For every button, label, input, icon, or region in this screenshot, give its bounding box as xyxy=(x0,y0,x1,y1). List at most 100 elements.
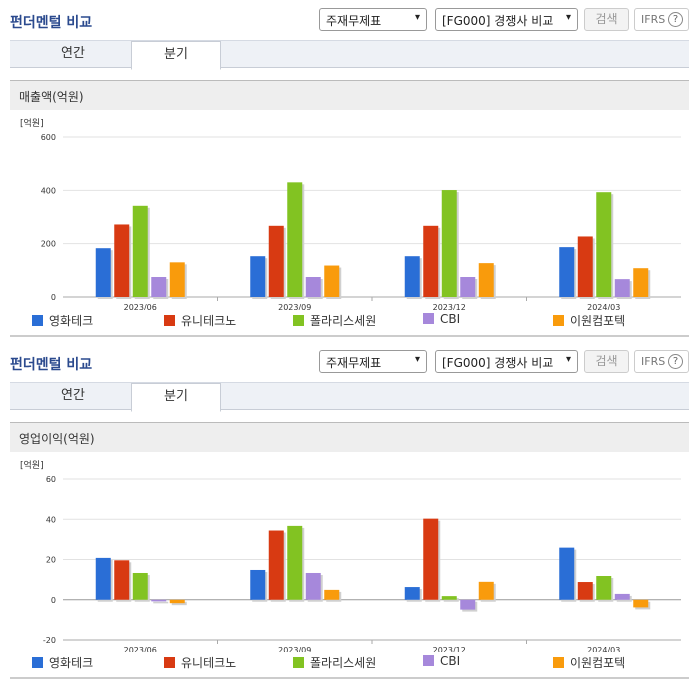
legend-label: 이원컴포텍 xyxy=(570,656,626,670)
search-button[interactable]: 검색 xyxy=(584,8,629,31)
panel-header: 펀더멘털 비교 주재무제표 ▾ [FG000] 경쟁사 비교 ▾ 검색 IFRS… xyxy=(0,0,696,40)
bar xyxy=(404,256,420,297)
y-tick-label: 400 xyxy=(41,186,56,195)
legend-swatch xyxy=(423,655,434,666)
x-tick-label: 2024/03 xyxy=(587,646,620,652)
ifrs-label: IFRS xyxy=(641,355,666,368)
legend-swatch xyxy=(164,657,175,668)
chart-legend: 영화테크 유니테크노 폴라리스세원 CBI 이원컴포텍 xyxy=(0,312,696,330)
unit-label: [억원] xyxy=(20,117,44,129)
y-tick-label: 600 xyxy=(41,133,56,142)
bar xyxy=(577,582,593,600)
bar xyxy=(287,525,303,600)
bar xyxy=(151,599,167,602)
statement-select[interactable]: 주재무제표 ▾ xyxy=(319,8,427,31)
bar xyxy=(460,277,476,297)
legend-label: 영화테크 xyxy=(49,314,94,328)
operating-profit-bar-chart: [억원] -20 0 20 40 60 2023/06 2023/09 2023/12 2024/… xyxy=(20,459,681,652)
bar xyxy=(151,277,167,297)
statement-select-value: 주재무제표 xyxy=(326,356,382,370)
x-tick-label: 2023/06 xyxy=(124,646,157,652)
x-tick-label: 2023/09 xyxy=(278,646,311,652)
bar xyxy=(441,596,457,600)
legend-swatch xyxy=(293,657,304,668)
chevron-down-icon: ▾ xyxy=(565,12,571,23)
legend-label: 유니테크노 xyxy=(181,314,237,328)
help-icon[interactable]: ? xyxy=(668,354,683,369)
bar xyxy=(114,560,130,600)
bar xyxy=(95,557,111,600)
bar xyxy=(114,224,130,297)
y-tick-label: 0 xyxy=(51,293,56,302)
revenue-bar-chart: [억원] 0 200 400 600 2023/06 2023/09 2023/12 2024/… xyxy=(20,117,681,310)
y-tick-label: 60 xyxy=(46,475,56,484)
legend-label: 이원컴포텍 xyxy=(570,314,626,328)
tab-annual[interactable]: 연간 xyxy=(61,388,85,403)
metric-header: 매출액(억원) xyxy=(10,80,689,110)
legend-item[interactable]: 영화테크 xyxy=(32,654,93,671)
legend-item[interactable]: 이원컴포텍 xyxy=(553,312,625,329)
panel-title: 펀더멘털 비교 xyxy=(10,357,93,373)
bar xyxy=(250,569,266,600)
legend-label: CBI xyxy=(440,654,461,668)
statement-select[interactable]: 주재무제표 ▾ xyxy=(319,350,427,373)
search-button[interactable]: 검색 xyxy=(584,350,629,373)
legend-label: 폴라리스세원 xyxy=(310,656,377,670)
y-tick-label: 200 xyxy=(41,240,56,249)
bar xyxy=(268,225,284,297)
fundamental-panel-revenue: 펀더멘털 비교 주재무제표 ▾ [FG000] 경쟁사 비교 ▾ 검색 IFRS… xyxy=(0,0,696,337)
bar xyxy=(596,192,612,297)
statement-select-value: 주재무제표 xyxy=(326,14,382,28)
help-icon[interactable]: ? xyxy=(668,12,683,27)
legend-swatch xyxy=(32,315,43,326)
bar xyxy=(614,279,630,297)
bar xyxy=(305,277,321,297)
legend-swatch xyxy=(293,315,304,326)
legend-item[interactable]: 유니테크노 xyxy=(164,654,236,671)
bar xyxy=(478,581,494,600)
legend-item[interactable]: CBI xyxy=(423,654,460,668)
legend-item[interactable]: 이원컴포텍 xyxy=(553,654,625,671)
legend-item[interactable]: 폴라리스세원 xyxy=(293,654,376,671)
bar-shadow xyxy=(171,601,187,606)
ifrs-button[interactable]: IFRS ? xyxy=(634,8,689,31)
bar xyxy=(633,599,649,608)
bar xyxy=(268,530,284,600)
tab-quarterly[interactable]: 분기 xyxy=(131,41,221,70)
legend-label: 유니테크노 xyxy=(181,656,237,670)
bar xyxy=(169,599,185,604)
tab-annual[interactable]: 연간 xyxy=(61,46,85,61)
tab-quarterly[interactable]: 분기 xyxy=(131,383,221,412)
bar xyxy=(324,265,340,297)
legend-swatch xyxy=(553,315,564,326)
x-tick-label: 2023/09 xyxy=(278,303,311,310)
bar xyxy=(423,225,439,297)
peer-select-value: [FG000] 경쟁사 비교 xyxy=(442,14,554,28)
bar xyxy=(577,236,593,297)
bar xyxy=(559,247,575,297)
y-tick-label: -20 xyxy=(43,636,56,645)
y-tick-label: 40 xyxy=(46,515,56,524)
legend-label: CBI xyxy=(440,312,461,326)
peer-select[interactable]: [FG000] 경쟁사 비교 ▾ xyxy=(435,8,578,31)
y-tick-label: 20 xyxy=(46,556,56,565)
peer-select[interactable]: [FG000] 경쟁사 비교 ▾ xyxy=(435,350,578,373)
legend-label: 폴라리스세원 xyxy=(310,314,377,328)
legend-swatch xyxy=(164,315,175,326)
legend-item[interactable]: 폴라리스세원 xyxy=(293,312,376,329)
bar xyxy=(132,205,148,297)
legend-item[interactable]: 유니테크노 xyxy=(164,312,236,329)
chevron-down-icon: ▾ xyxy=(565,354,571,365)
legend-item[interactable]: 영화테크 xyxy=(32,312,93,329)
chevron-down-icon: ▾ xyxy=(414,354,420,365)
bar xyxy=(596,576,612,600)
bar xyxy=(559,547,575,600)
bar xyxy=(614,593,630,600)
legend-item[interactable]: CBI xyxy=(423,312,460,326)
x-tick-label: 2023/12 xyxy=(433,303,466,310)
x-tick-label: 2023/12 xyxy=(433,646,466,652)
chevron-down-icon: ▾ xyxy=(414,12,420,23)
ifrs-button[interactable]: IFRS ? xyxy=(634,350,689,373)
bar xyxy=(132,572,148,600)
y-tick-label: 0 xyxy=(51,596,56,605)
